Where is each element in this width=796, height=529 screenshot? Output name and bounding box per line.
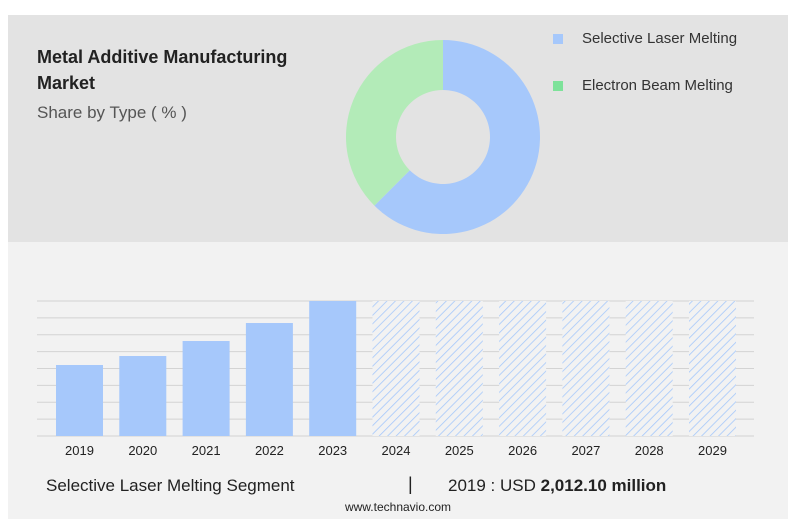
legend-item-ebm: Electron Beam Melting: [553, 77, 733, 94]
donut-chart: [346, 40, 541, 235]
x-tick-label: 2022: [255, 443, 284, 458]
legend-label: Electron Beam Melting: [582, 77, 733, 94]
footer-segment: Selective Laser Melting Segment: [46, 476, 295, 495]
x-tick-label: 2026: [508, 443, 537, 458]
donut-slice-1: [346, 40, 443, 206]
footer-separator: |: [408, 474, 413, 494]
chart-subtitle: Share by Type ( % ): [37, 103, 187, 122]
bar-2020: [119, 356, 167, 436]
x-tick-label: 2027: [571, 443, 600, 458]
legend-item-slm: Selective Laser Melting: [553, 30, 737, 47]
bar-chart: 2019 2020 2021 2022 2023 2024 2025 2026 2027 2028…: [37, 300, 754, 458]
x-tick-label: 2028: [635, 443, 664, 458]
x-tick-label: 2025: [445, 443, 474, 458]
bar-2021: [182, 341, 230, 436]
x-tick-label: 2021: [192, 443, 221, 458]
bar-forecast-2026: [499, 301, 547, 436]
legend-swatch: [553, 33, 563, 44]
site-url: www.technavio.com: [344, 500, 452, 514]
chart-title: Metal Additive Manufacturing Market: [37, 47, 288, 93]
bar-2023: [309, 301, 357, 436]
bar-forecast-2028: [625, 301, 673, 436]
legend-label: Selective Laser Melting: [582, 30, 738, 47]
donut-slice-0: [374, 40, 541, 235]
bar-forecast-2029: [689, 301, 736, 436]
bar-forecast-2025: [435, 301, 483, 436]
bar-forecast-2027: [562, 301, 610, 436]
x-tick-label: 2019: [65, 443, 94, 458]
x-tick-label: 2023: [318, 443, 347, 458]
footer-year: 2019 : USD: [448, 476, 536, 495]
footer-value: 2019 : USD 2,012.10 million: [448, 476, 666, 496]
x-tick-label: 2024: [382, 443, 411, 458]
x-tick-label: 2029: [698, 443, 727, 458]
bar-2019: [56, 365, 103, 436]
bar-forecast-2024: [372, 301, 420, 436]
legend-swatch: [553, 80, 563, 91]
bar-2022: [245, 323, 293, 436]
x-tick-label: 2020: [128, 443, 157, 458]
footer-amount: 2,012.10 million: [540, 476, 667, 495]
